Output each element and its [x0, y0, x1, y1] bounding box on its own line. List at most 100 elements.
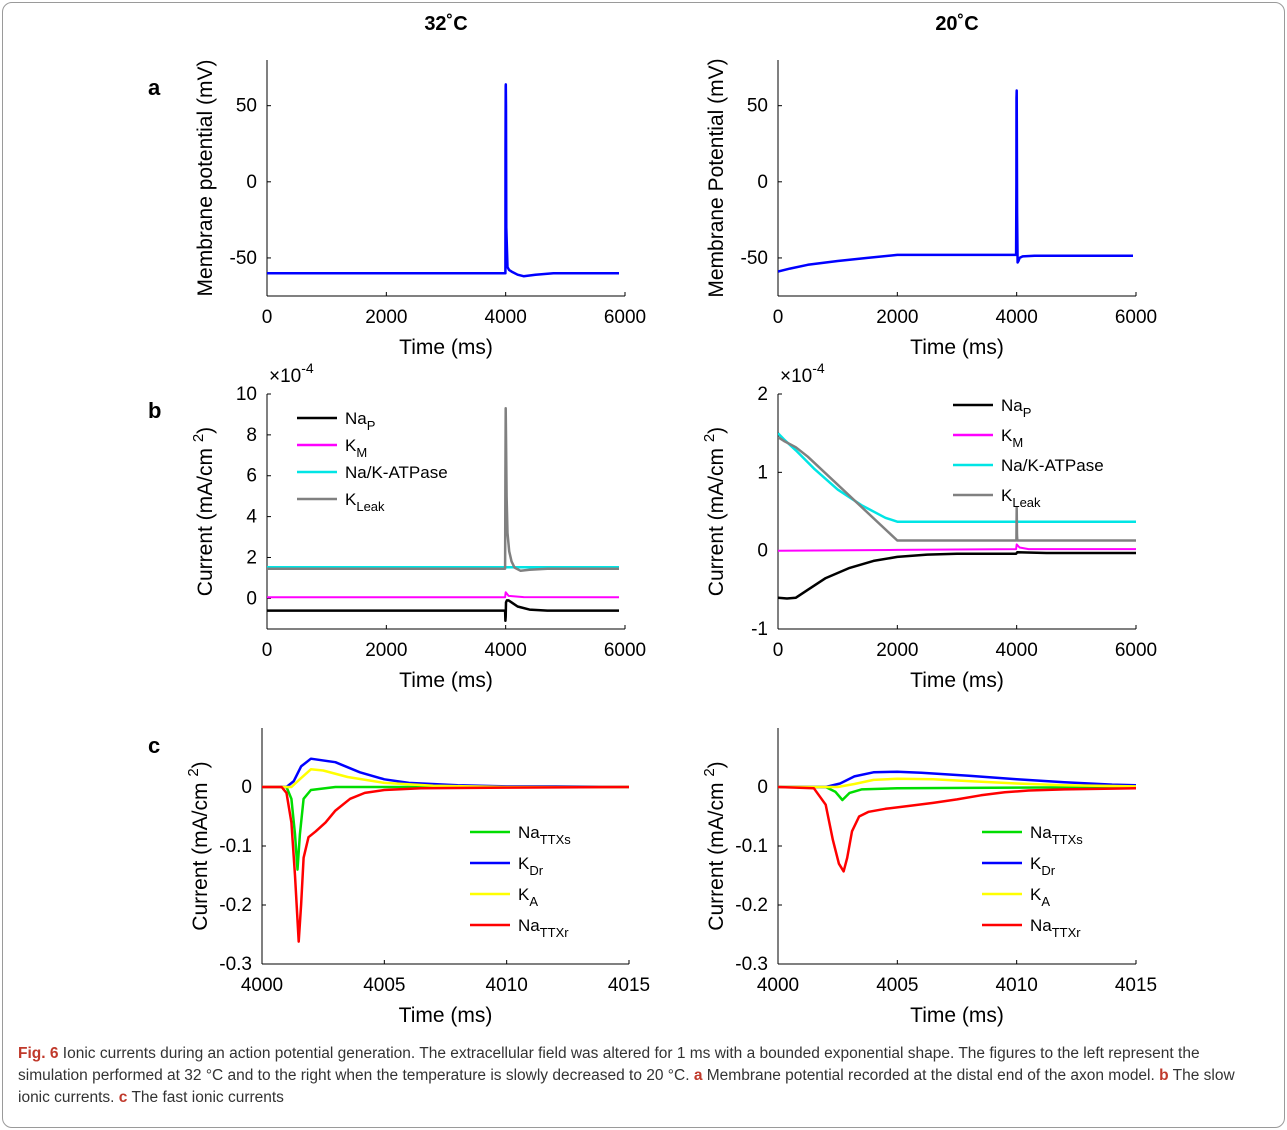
panel-letter-c: c: [148, 733, 160, 758]
y-axis-label: Membrane potential (mV): [194, 60, 217, 297]
legend-label: NaTTXs: [1030, 823, 1083, 847]
caption-fig-label: Fig. 6: [18, 1045, 59, 1062]
x-tick-label: 4005: [876, 975, 918, 996]
chart-a-right: 0 2000 4000 6000 -50 0 50 Time (ms) Membrane Pot…: [705, 58, 1157, 359]
x-tick-label: 6000: [604, 307, 646, 328]
x-tick-label: 4000: [757, 975, 799, 996]
x-tick-label: 4010: [486, 975, 528, 996]
legend-label: KLeak: [345, 490, 385, 514]
y-tick-label: 6: [246, 466, 257, 487]
series-line-KA: [262, 768, 629, 789]
x-tick-label: 4000: [485, 640, 527, 661]
y-tick-label: 0: [757, 172, 768, 193]
y-tick-label: 8: [246, 425, 257, 446]
y-tick-label: -0.2: [735, 895, 768, 916]
y-tick-label: 0: [246, 172, 257, 193]
series-line-vm: [778, 89, 1133, 273]
x-tick-label: 6000: [1115, 640, 1157, 661]
y-tick-label: 2: [246, 547, 257, 568]
legend-label: KM: [345, 436, 367, 460]
series-line-KLeak: [267, 407, 619, 573]
y-tick-label: -0.1: [735, 836, 768, 857]
y-tick-label: 1: [757, 462, 768, 483]
figure-caption: Fig. 6 Ionic currents during an action p…: [18, 1043, 1268, 1109]
y-tick-label: 0: [246, 588, 257, 609]
x-tick-label: 6000: [604, 640, 646, 661]
y-tick-label: -0.3: [219, 954, 252, 975]
caption-c-text: The fast ionic currents: [131, 1089, 284, 1106]
caption-c-label: c: [118, 1089, 128, 1106]
x-tick-label: 0: [262, 640, 273, 661]
y-tick-label: 4: [246, 507, 257, 528]
y-tick-label: 0: [757, 541, 768, 562]
x-tick-label: 2000: [365, 640, 407, 661]
axis-exponent: ×10-4: [780, 360, 825, 387]
series-line-vm: [267, 83, 619, 278]
legend-label: Na/K-ATPase: [345, 463, 448, 482]
series-group: [267, 83, 619, 278]
y-tick-label: -1: [751, 619, 768, 640]
legend-label: Na/K-ATPase: [1001, 456, 1104, 475]
series-line-KLeak: [778, 436, 1136, 542]
series-line-NaTTXr: [778, 785, 1136, 873]
axis-exponent: ×10-4: [269, 360, 314, 387]
x-tick-label: 4000: [996, 307, 1038, 328]
x-axis-label: Time (ms): [910, 1004, 1004, 1027]
x-tick-label: 4015: [1115, 975, 1157, 996]
series-line-NaP: [778, 550, 1136, 600]
x-axis-label: Time (ms): [399, 336, 493, 359]
x-axis-label: Time (ms): [910, 336, 1004, 359]
chart-c-right: 4000 4005 4010 4015 -0.3 -0.2 -0.1 0 Time (ms) Cu…: [701, 728, 1157, 1027]
x-tick-label: 2000: [876, 640, 918, 661]
y-tick-label: -0.1: [219, 836, 252, 857]
y-tick-label: 0: [241, 777, 252, 798]
y-tick-label: 0: [757, 777, 768, 798]
series-line-NaP: [267, 599, 619, 623]
legend-label: KA: [1030, 885, 1050, 909]
chart-b-left: 0 2000 4000 6000 0 2 4 6 8 10 Time (ms) Current (mA…: [190, 360, 646, 692]
x-axis-label: Time (ms): [399, 669, 493, 692]
y-axis-label: Current (mA/cm 2): [701, 761, 728, 930]
caption-a-text: Membrane potential recorded at the dista…: [706, 1067, 1155, 1084]
series-line-NaTTXs: [262, 785, 629, 871]
series-group: [267, 407, 620, 623]
x-tick-label: 4005: [363, 975, 405, 996]
legend-label: KDr: [1030, 854, 1056, 878]
y-axis-label: Current (mA/cm 2): [190, 427, 217, 596]
x-tick-label: 4010: [996, 975, 1038, 996]
series-line-KM: [778, 543, 1136, 552]
series-group: [778, 432, 1136, 600]
series-line-KM: [267, 591, 620, 599]
y-tick-label: -50: [230, 248, 257, 269]
legend-label: NaP: [345, 409, 375, 433]
x-tick-label: 2000: [365, 307, 407, 328]
legend-label: KLeak: [1001, 486, 1041, 510]
y-axis-label: Current (mA/cm 2): [701, 427, 728, 596]
y-tick-label: -0.3: [735, 954, 768, 975]
y-tick-label: -50: [741, 248, 768, 269]
x-tick-label: 0: [262, 307, 273, 328]
chart-a-left: 0 2000 4000 6000 -50 0 50 Time (ms) Membrane pot…: [194, 60, 646, 359]
legend-label: KDr: [518, 854, 544, 878]
y-tick-label: -0.2: [219, 895, 252, 916]
y-axis-label: Current (mA/cm 2): [185, 761, 212, 930]
x-axis-label: Time (ms): [399, 1004, 493, 1027]
legend-label: NaP: [1001, 396, 1031, 420]
legend-label: KA: [518, 885, 538, 909]
x-tick-label: 4000: [996, 640, 1038, 661]
legend-label: KM: [1001, 426, 1023, 450]
caption-b-text: The slow ionic currents.: [18, 1067, 1235, 1106]
caption-text: Ionic currents during an action potentia…: [18, 1045, 1200, 1084]
y-tick-label: 50: [236, 96, 257, 117]
x-tick-label: 2000: [876, 307, 918, 328]
y-tick-label: 2: [757, 384, 768, 405]
caption-b-label: b: [1159, 1067, 1169, 1084]
panel-letter-b: b: [148, 398, 161, 423]
legend-label: NaTTXr: [1030, 916, 1081, 940]
series-line-KDr: [778, 770, 1136, 789]
column-title-20c: 20˚C: [935, 12, 978, 35]
x-tick-label: 6000: [1115, 307, 1157, 328]
series-group: [778, 770, 1136, 873]
series-group: [778, 89, 1133, 273]
